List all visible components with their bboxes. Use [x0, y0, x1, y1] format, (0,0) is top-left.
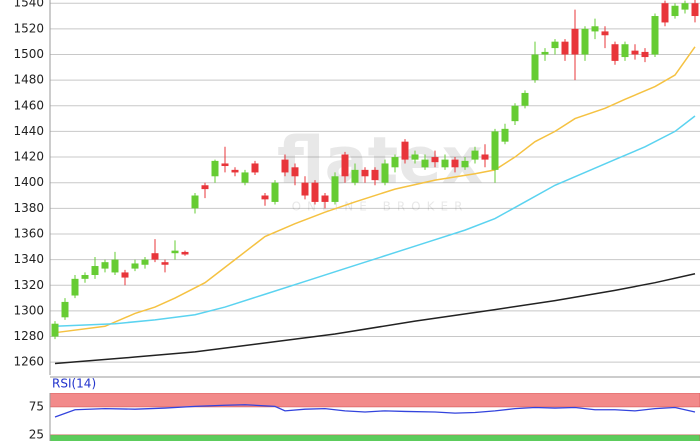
candle-body: [681, 3, 689, 10]
y-tick-label: 25: [29, 427, 44, 441]
candle-body: [661, 3, 669, 23]
candle-body: [231, 169, 239, 173]
y-tick-label: 1420: [13, 150, 44, 164]
candle-body: [461, 160, 469, 168]
y-tick-label: 1380: [13, 201, 44, 215]
candle-body: [651, 16, 659, 55]
candle-body: [121, 272, 129, 278]
candle-body: [491, 131, 499, 170]
watermark-logo: flatex: [277, 125, 483, 199]
candle-body: [411, 154, 419, 160]
y-tick-label: 1300: [13, 303, 44, 317]
candle-body: [511, 105, 519, 122]
candle-body: [621, 44, 629, 58]
candle-body: [571, 28, 579, 55]
candle-body: [641, 51, 649, 58]
candle-body: [271, 182, 279, 202]
y-tick-label: 1400: [13, 175, 44, 189]
candle-body: [161, 262, 169, 265]
candle-body: [251, 163, 259, 173]
candle-body: [601, 31, 609, 36]
candle-body: [471, 150, 479, 160]
candle-body: [521, 92, 529, 106]
candle-body: [401, 141, 409, 160]
candle-body: [311, 182, 319, 202]
candle-body: [101, 262, 109, 269]
candle-body: [331, 176, 339, 202]
candle-body: [261, 195, 269, 200]
y-tick-label: 1540: [13, 0, 44, 10]
panel-title: RSI(14): [52, 377, 96, 391]
candle-body: [481, 154, 489, 160]
candle-body: [211, 160, 219, 177]
y-tick-label: 75: [29, 399, 44, 413]
candle-body: [301, 182, 309, 196]
candle-body: [151, 253, 159, 260]
moving-average: [54, 46, 696, 334]
candle-body: [581, 28, 589, 55]
candle-body: [71, 278, 79, 296]
candle-body: [381, 163, 389, 183]
candle-body: [361, 169, 369, 177]
y-tick-label: 1340: [13, 252, 44, 266]
candle-body: [631, 50, 639, 55]
candle-body: [691, 3, 699, 17]
candle-body: [191, 195, 199, 209]
y-tick-label: 1360: [13, 226, 44, 240]
candle-body: [441, 159, 449, 168]
y-tick-label: 1520: [13, 21, 44, 35]
y-tick-label: 1320: [13, 278, 44, 292]
candle-body: [421, 159, 429, 168]
candle-body: [591, 26, 599, 32]
candle-body: [91, 266, 99, 275]
rsi-band: [50, 393, 700, 408]
candle-body: [391, 157, 399, 168]
candle-body: [141, 259, 149, 265]
y-tick-label: 1260: [13, 355, 44, 369]
candle-body: [181, 251, 189, 255]
candle-body: [501, 128, 509, 142]
candle-body: [351, 169, 359, 183]
candle-body: [281, 159, 289, 173]
y-tick-label: 1480: [13, 73, 44, 87]
y-tick-label: 1280: [13, 329, 44, 343]
moving-average: [54, 272, 696, 365]
candle-body: [221, 163, 229, 167]
candle-body: [51, 323, 59, 337]
candle-body: [291, 167, 299, 177]
y-tick-label: 1440: [13, 124, 44, 138]
candle-body: [61, 301, 69, 318]
candle-body: [671, 5, 679, 17]
candle-body: [541, 51, 549, 55]
moving-average: [54, 115, 696, 328]
candle-body: [201, 185, 209, 190]
candle-body: [341, 154, 349, 177]
watermark-sub: ONLINE BROKER: [292, 200, 469, 214]
rsi-band: [50, 434, 700, 441]
candle-body: [531, 54, 539, 81]
candle-body: [241, 172, 249, 183]
plot-area: [50, 393, 700, 441]
candle-body: [81, 275, 89, 279]
y-tick-label: 1500: [13, 47, 44, 61]
candle-body: [561, 41, 569, 55]
candle-body: [131, 263, 139, 269]
candle-body: [371, 169, 379, 181]
y-tick-label: 1460: [13, 98, 44, 112]
rsi-line: [54, 404, 696, 418]
candle-body: [451, 159, 459, 168]
candle-body: [431, 157, 439, 163]
candle-body: [171, 250, 179, 254]
candle-body: [611, 44, 619, 61]
candle-body: [551, 41, 559, 49]
candle-body: [321, 195, 329, 202]
candle-body: [111, 259, 119, 273]
